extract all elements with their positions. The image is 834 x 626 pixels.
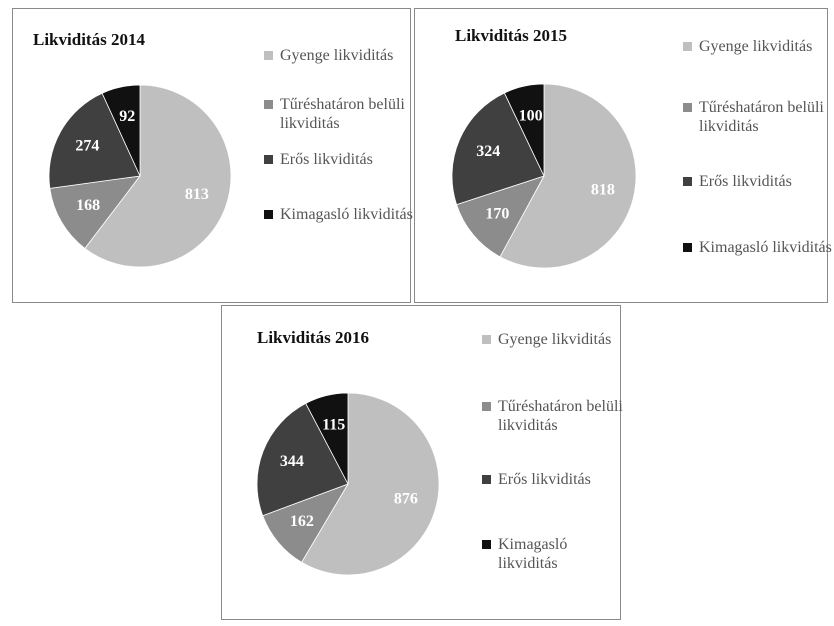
legend-swatch <box>683 42 692 51</box>
legend-swatch <box>264 100 273 109</box>
legend-item: Gyenge likviditás <box>683 37 834 56</box>
data-label: 324 <box>476 143 500 160</box>
data-label: 818 <box>591 182 615 199</box>
legend-swatch <box>683 177 692 186</box>
chart-title: Likviditás 2015 <box>455 26 567 45</box>
legend-label: Gyenge likviditás <box>699 38 813 55</box>
legend-swatch <box>482 540 491 549</box>
legend-label: Tűréshatáron belüli likviditás <box>280 96 405 132</box>
data-label: 344 <box>280 453 304 470</box>
legend-item: Erős likviditás <box>482 470 623 489</box>
legend-label: Kimagasló likviditás <box>498 536 568 572</box>
chart-panel <box>221 305 621 620</box>
pie-slice <box>49 175 141 249</box>
legend-item: Kimagasló likviditás <box>683 238 834 257</box>
legend-item: Kimagasló likviditás <box>264 205 420 224</box>
pie-slice <box>256 402 349 517</box>
legend-swatch <box>482 475 491 484</box>
chart-panel <box>414 8 828 303</box>
legend-item: Tűréshatáron belüli likviditás <box>482 397 623 435</box>
legend-label: Erős likviditás <box>280 151 373 168</box>
legend-swatch <box>683 243 692 252</box>
pie-slice <box>301 392 440 576</box>
legend-label: Kimagasló likviditás <box>280 206 413 223</box>
legend-swatch <box>482 402 491 411</box>
data-label: 100 <box>519 107 543 124</box>
data-label: 115 <box>322 416 345 433</box>
legend-label: Erős likviditás <box>498 471 591 488</box>
chart-title: Likviditás 2016 <box>257 328 369 347</box>
pie-slice <box>503 83 545 177</box>
data-label: 170 <box>485 206 509 223</box>
data-label: 274 <box>75 138 99 155</box>
legend-label: Kimagasló likviditás <box>699 239 832 256</box>
pie-slice <box>101 84 141 177</box>
legend-swatch <box>683 103 692 112</box>
legend-item: Tűréshatáron belüli likviditás <box>683 98 834 136</box>
data-label: 162 <box>290 513 314 530</box>
data-label: 876 <box>394 491 418 508</box>
legend-swatch <box>482 335 491 344</box>
legend-label: Gyenge likviditás <box>498 331 612 348</box>
legend-label: Gyenge likviditás <box>280 47 394 64</box>
data-label: 168 <box>76 197 100 214</box>
pie-slice <box>48 92 141 189</box>
legend-label: Tűréshatáron belüli likviditás <box>498 398 623 434</box>
legend-item: Erős likviditás <box>264 150 420 169</box>
legend-item: Tűréshatáron belüli likviditás <box>264 95 420 133</box>
data-label: 813 <box>185 186 209 203</box>
pie-slice <box>84 84 232 268</box>
legend-item: Erős likviditás <box>683 172 834 191</box>
pie-slice <box>451 92 545 206</box>
legend-label: Tűréshatáron belüli likviditás <box>699 99 824 135</box>
legend-item: Kimagasló likviditás <box>482 535 623 573</box>
legend-label: Erős likviditás <box>699 173 792 190</box>
legend-item: Gyenge likviditás <box>482 330 623 349</box>
legend-swatch <box>264 51 273 60</box>
legend-swatch <box>264 155 273 164</box>
pie-slice <box>456 175 545 258</box>
pie-slice <box>499 83 637 269</box>
legend-swatch <box>264 210 273 219</box>
chart-panel <box>12 8 411 303</box>
chart-title: Likviditás 2014 <box>33 30 145 49</box>
data-label: 92 <box>119 108 135 125</box>
legend-item: Gyenge likviditás <box>264 46 420 65</box>
pie-slice <box>305 392 349 485</box>
